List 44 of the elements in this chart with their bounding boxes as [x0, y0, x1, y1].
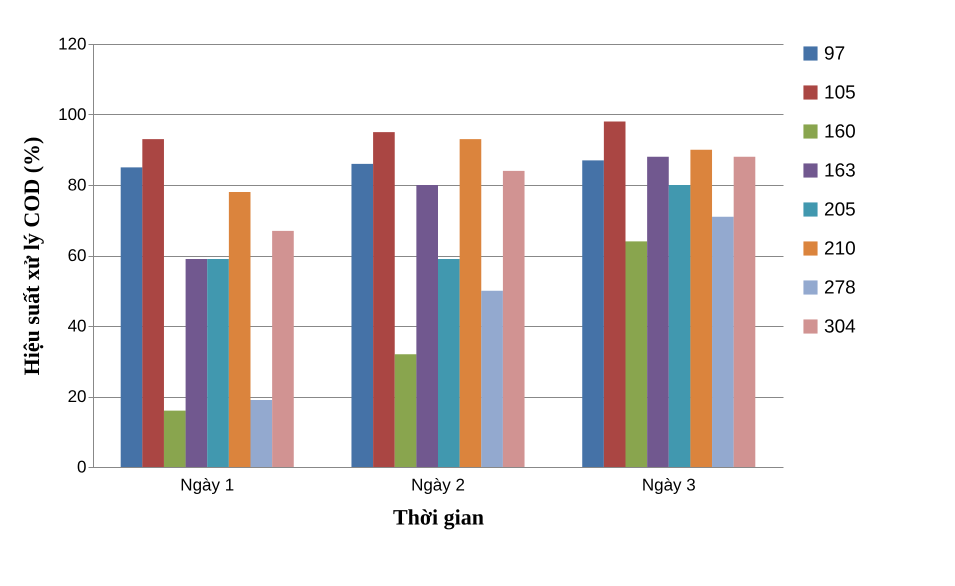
bar: [502, 170, 525, 467]
bar: [416, 185, 438, 467]
bar: [394, 354, 416, 467]
legend-label: 278: [824, 278, 856, 298]
x-tick-label: Ngày 1: [180, 476, 234, 494]
legend-label: 205: [824, 200, 856, 220]
y-tick-label: 40: [68, 316, 86, 336]
bar: [207, 259, 229, 467]
bar: [120, 167, 142, 467]
y-tick-label: 20: [68, 387, 86, 406]
x-tick-label: Ngày 2: [411, 476, 465, 494]
y-tick-label: 100: [58, 105, 86, 124]
bar: [351, 164, 374, 467]
bar: [228, 192, 250, 467]
bar: [690, 150, 712, 467]
bar: [481, 290, 503, 467]
bar: [668, 185, 690, 467]
bar: [272, 230, 294, 467]
y-tick-label: 0: [77, 458, 86, 476]
legend-label: 210: [824, 238, 856, 260]
x-tick-label: Ngày 3: [642, 476, 696, 494]
bar: [582, 160, 604, 467]
y-axis-title: Hiệu suất xử lý COD (%): [19, 136, 44, 376]
legend-label: 304: [824, 316, 856, 338]
bar: [626, 241, 648, 467]
bar: [373, 132, 395, 467]
legend-label: 105: [824, 82, 856, 104]
bar: [712, 216, 734, 467]
y-tick-label: 120: [58, 34, 86, 54]
bar: [460, 139, 482, 467]
legend-label: 163: [824, 160, 856, 182]
bar: [734, 156, 756, 467]
y-tick-label: 60: [68, 246, 86, 265]
bar: [164, 410, 186, 467]
bar: [142, 139, 164, 467]
y-tick-label: 80: [68, 176, 86, 194]
bar: [647, 156, 669, 467]
bar: [604, 122, 626, 467]
bar: [438, 259, 460, 467]
bar: [250, 400, 272, 467]
bar: [186, 259, 208, 467]
legend-label: 97: [824, 44, 846, 64]
x-axis-title: Thời gian: [392, 504, 484, 530]
legend-label: 160: [824, 122, 856, 142]
